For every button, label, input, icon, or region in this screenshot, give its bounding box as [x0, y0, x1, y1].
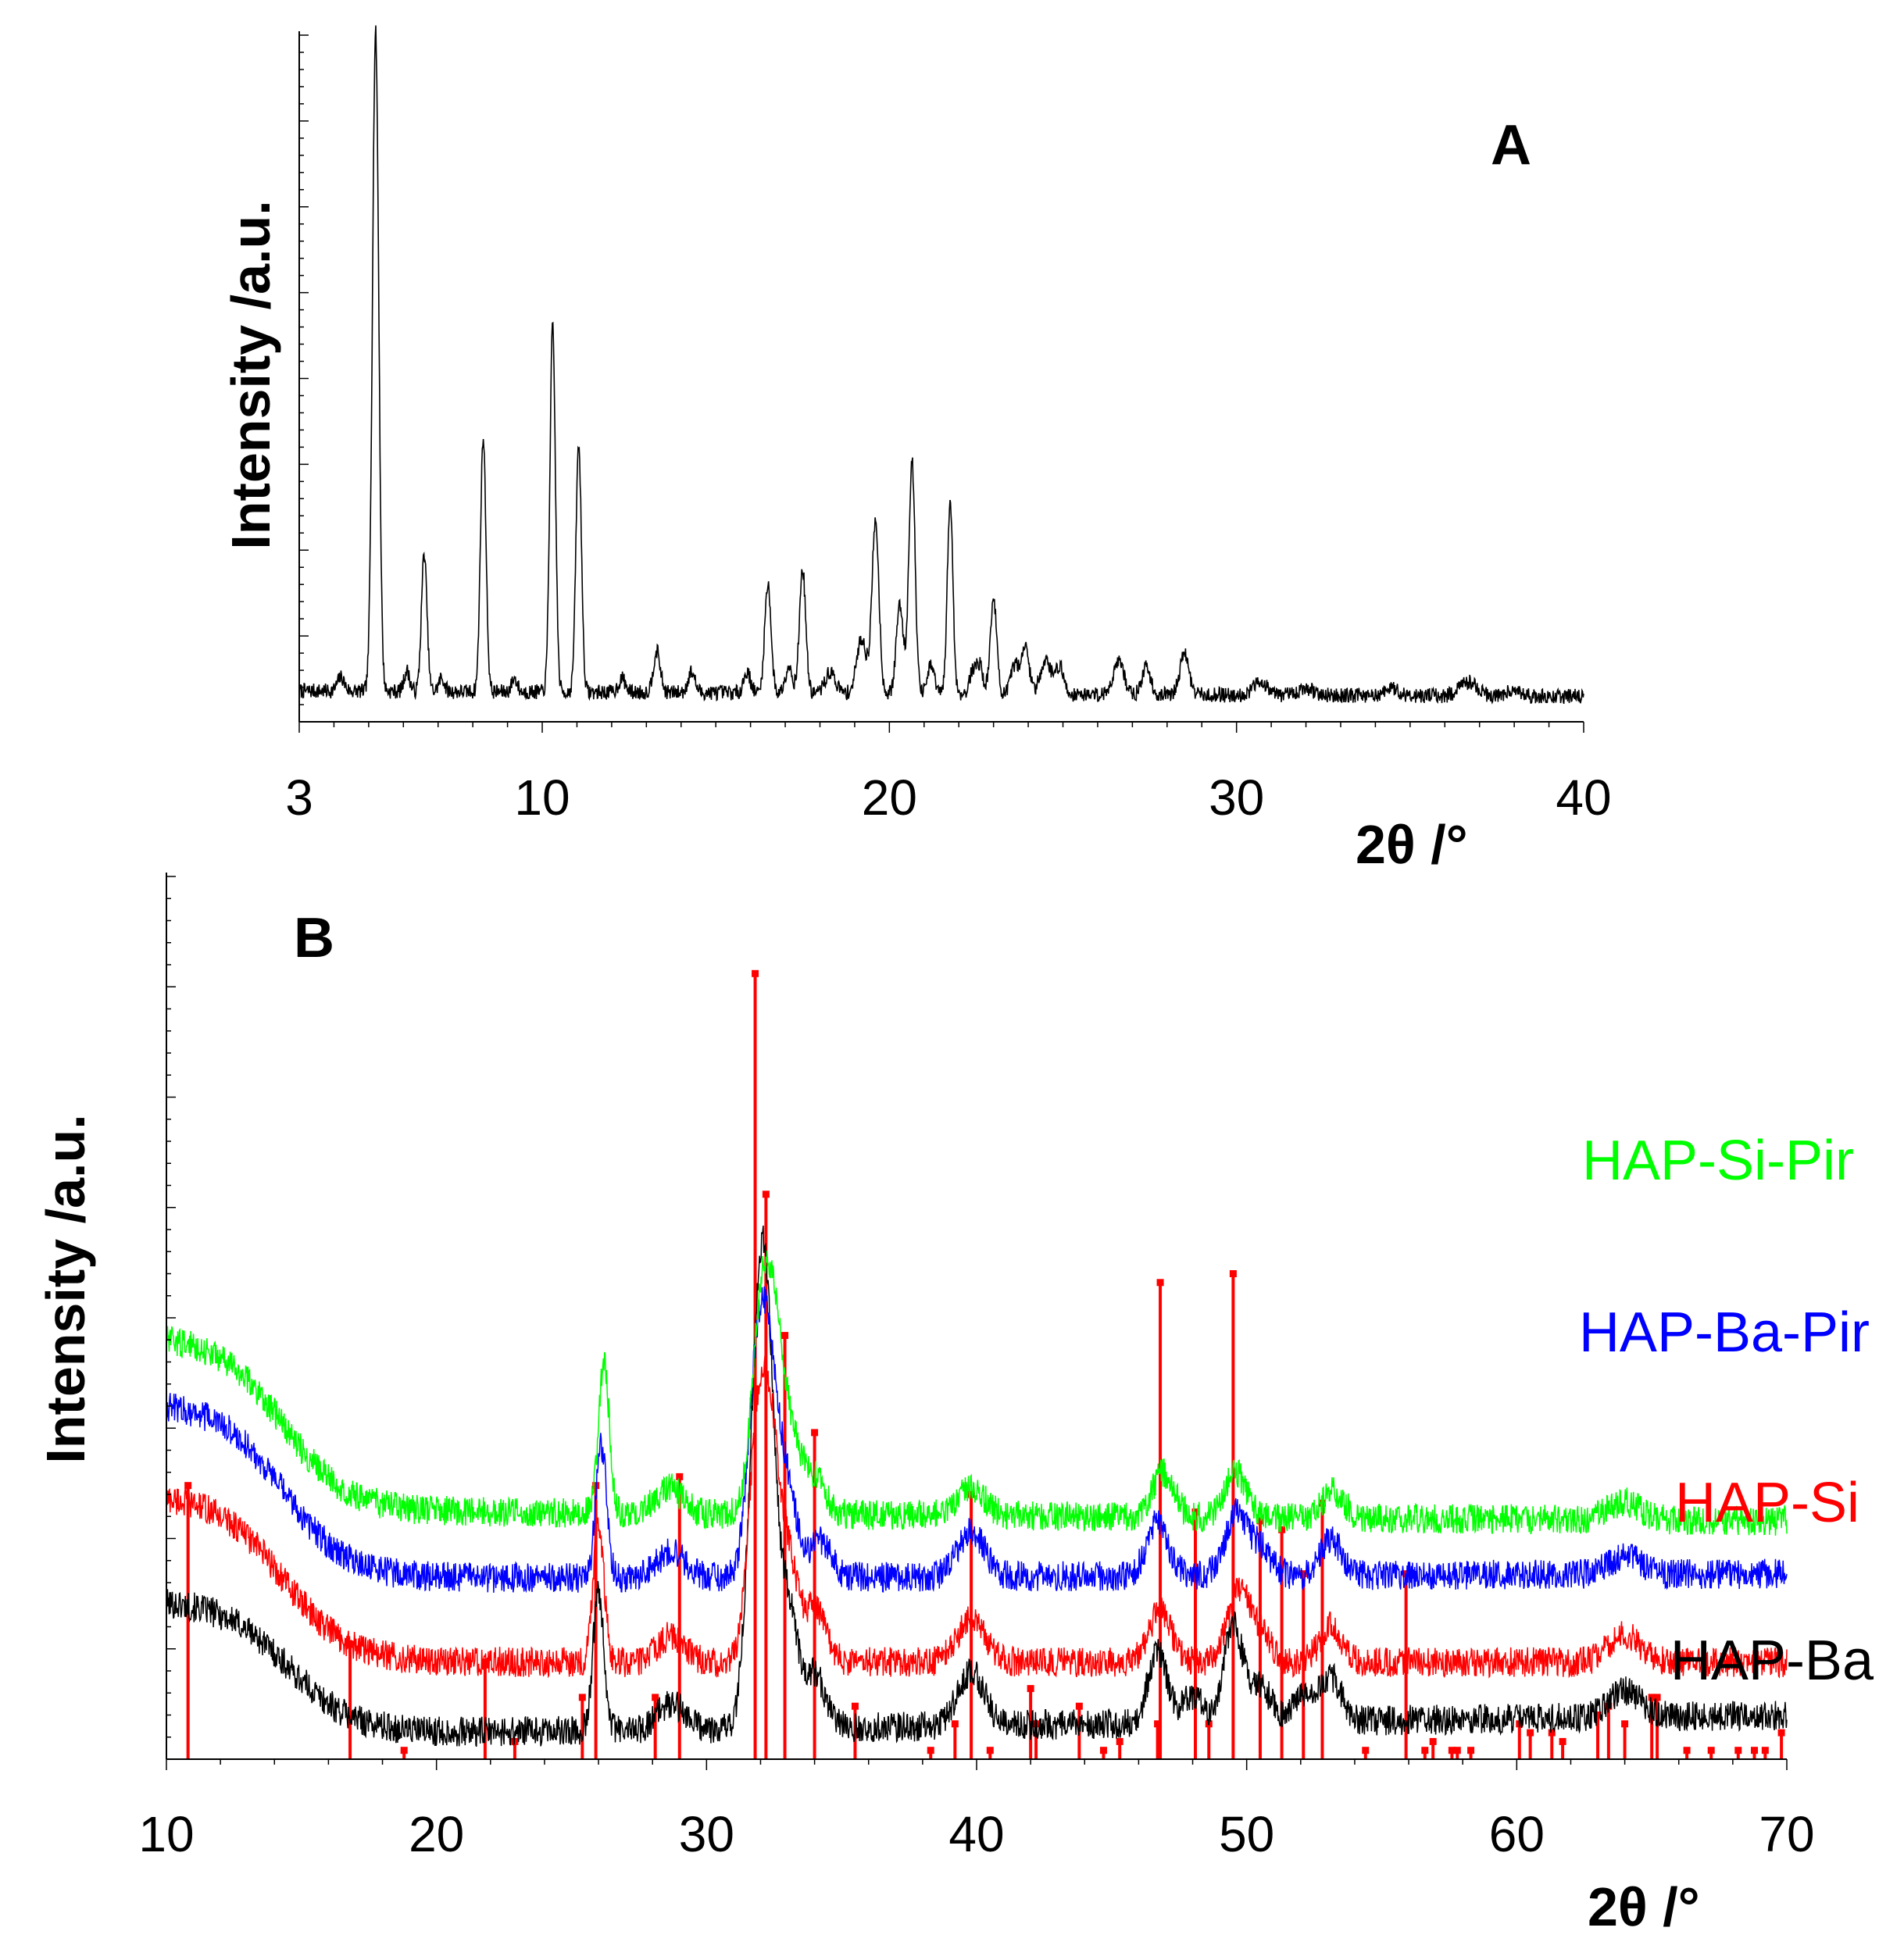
reference-stick-marker	[1777, 1729, 1785, 1737]
panel-a-x-tick-label: 3	[285, 769, 313, 826]
reference-stick-marker	[1683, 1747, 1691, 1754]
series-label-hap-si: HAP-Si	[1675, 1472, 1859, 1534]
panel-a-chart: 3 10 20 30 40 A Intensity /a.u. 2θ /°	[220, 25, 1612, 875]
series-trace-hap-ba	[166, 1225, 1788, 1747]
panel-a-xrd-trace	[298, 25, 1584, 705]
panel-a-y-axis-title: Intensity /a.u.	[220, 200, 281, 549]
reference-stick-marker	[1429, 1737, 1437, 1745]
reference-stick-marker	[811, 1429, 819, 1437]
reference-stick-marker	[1229, 1270, 1237, 1277]
panel-a-axes	[298, 31, 1584, 733]
reference-stick-marker	[652, 1694, 659, 1701]
reference-stick-marker	[967, 1490, 975, 1498]
reference-stick-marker	[1075, 1702, 1083, 1710]
panel-a-tick-labels: 3 10 20 30 40	[285, 769, 1611, 826]
series-label-hap-ba-pir: HAP-Ba-Pir	[1579, 1301, 1870, 1364]
reference-stick-marker	[1156, 1279, 1164, 1287]
reference-stick-marker	[578, 1694, 586, 1701]
panel-b-x-axis-title: 2θ /°	[1588, 1876, 1700, 1937]
panel-a-x-tick-label: 30	[1209, 769, 1264, 826]
panel-b-x-tick-label: 20	[409, 1806, 464, 1862]
reference-stick-marker	[1621, 1720, 1629, 1728]
reference-stick-marker	[1448, 1747, 1456, 1754]
panel-b-x-tick-label: 60	[1489, 1806, 1545, 1862]
reference-stick-marker	[1648, 1694, 1656, 1701]
panel-b-x-tick-label: 10	[138, 1806, 194, 1862]
reference-stick-marker	[927, 1747, 934, 1754]
reference-stick-marker	[1099, 1747, 1107, 1754]
reference-stick-marker	[1734, 1747, 1742, 1754]
panel-b-x-tick-label: 40	[948, 1806, 1004, 1862]
reference-stick-marker	[1559, 1737, 1566, 1745]
panel-b-x-tick-label: 70	[1759, 1806, 1814, 1862]
series-trace-hap-si-pir	[166, 1250, 1788, 1536]
reference-stick-marker	[1751, 1747, 1759, 1754]
panel-a-trace-layer	[298, 25, 1584, 705]
reference-stick-marker	[1299, 1570, 1307, 1578]
reference-stick-marker	[1256, 1517, 1264, 1525]
reference-stick-marker	[1527, 1729, 1534, 1737]
panel-b-tick-labels: 10 20 30 40 50 60 70	[138, 1806, 1814, 1862]
reference-stick-marker	[676, 1472, 684, 1480]
reference-stick-marker	[1116, 1737, 1123, 1745]
reference-stick-marker	[1653, 1694, 1661, 1701]
reference-stick-marker	[1278, 1526, 1286, 1533]
reference-stick-marker	[1421, 1747, 1429, 1754]
panel-b-x-tick-label: 50	[1219, 1806, 1274, 1862]
reference-stick-marker	[400, 1747, 408, 1754]
series-label-hap-ba: HAP-Ba	[1670, 1630, 1874, 1692]
reference-stick-marker	[1453, 1747, 1461, 1754]
series-label-hap-si-pir: HAP-Si-Pir	[1582, 1130, 1854, 1192]
panel-b-chart: 10 20 30 40 50 60 70 B Intensity /a.u. 2θ /° H…	[35, 873, 1874, 1937]
series-trace-hap-si	[166, 1355, 1788, 1679]
panel-b-letter: B	[294, 907, 334, 969]
panel-b-x-tick-label: 30	[679, 1806, 734, 1862]
reference-stick-marker	[986, 1747, 994, 1754]
reference-stick-marker	[762, 1190, 770, 1198]
reference-stick-marker	[1761, 1747, 1769, 1754]
reference-stick-marker	[184, 1482, 192, 1490]
panel-b-trace-layer	[166, 1225, 1788, 1747]
reference-stick-marker	[1467, 1747, 1475, 1754]
reference-stick-marker	[752, 969, 759, 977]
reference-stick-marker	[1707, 1747, 1715, 1754]
reference-stick-marker	[1027, 1685, 1034, 1693]
panel-a-letter: A	[1491, 114, 1531, 177]
reference-stick-marker	[851, 1702, 859, 1710]
series-trace-hap-ba-pir	[166, 1286, 1788, 1594]
reference-stick-marker	[1362, 1747, 1370, 1754]
panel-a-x-tick-label: 40	[1556, 769, 1611, 826]
reference-stick-marker	[1154, 1720, 1162, 1728]
reference-stick-marker	[592, 1482, 600, 1490]
reference-stick-marker	[781, 1332, 789, 1340]
panel-a-x-tick-label: 10	[514, 769, 570, 826]
reference-stick-marker	[1548, 1729, 1556, 1737]
reference-stick-marker	[481, 1658, 489, 1666]
panel-a-x-axis-title: 2θ /°	[1356, 814, 1468, 875]
panel-a-x-tick-label: 20	[862, 769, 917, 826]
panel-b-y-axis-title: Intensity /a.u.	[35, 1114, 96, 1463]
reference-stick-marker	[1594, 1712, 1602, 1719]
reference-stick-marker	[951, 1720, 959, 1728]
panel-b-axes	[166, 873, 1788, 1770]
